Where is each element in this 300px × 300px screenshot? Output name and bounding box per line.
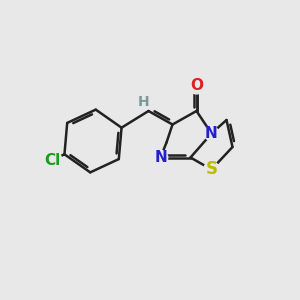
Circle shape: [136, 96, 150, 109]
Text: N: N: [154, 150, 167, 165]
Circle shape: [188, 77, 205, 94]
Circle shape: [43, 150, 62, 170]
Circle shape: [153, 150, 168, 165]
Text: O: O: [190, 78, 203, 93]
Text: Cl: Cl: [44, 152, 60, 167]
Circle shape: [204, 126, 219, 141]
Text: S: S: [206, 160, 218, 178]
Circle shape: [204, 162, 219, 177]
Text: N: N: [205, 126, 218, 141]
Text: H: H: [137, 95, 149, 109]
